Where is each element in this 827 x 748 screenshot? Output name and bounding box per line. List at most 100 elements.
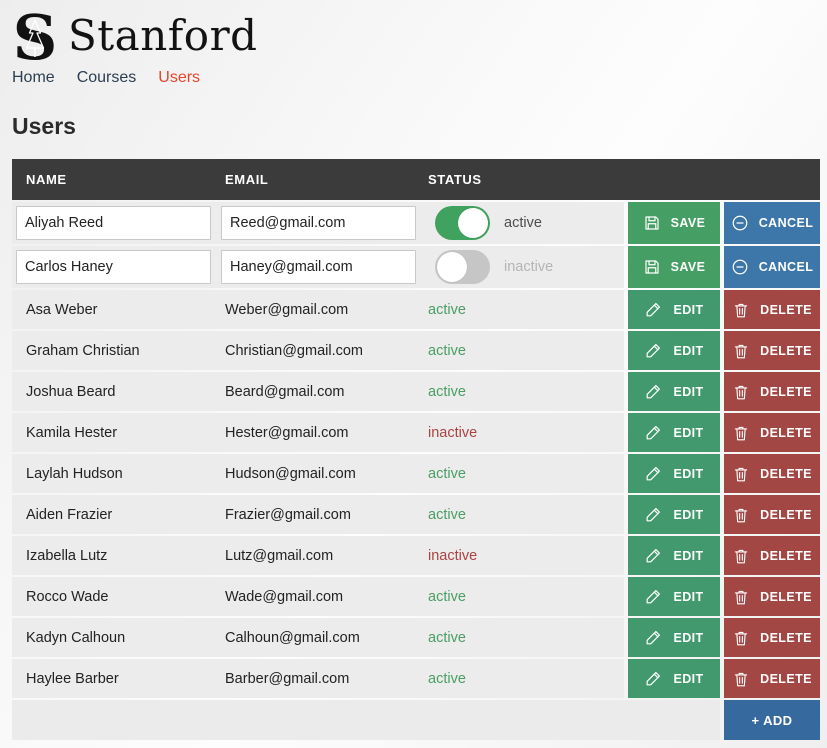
- trash-icon: [734, 508, 748, 522]
- table-row-editing: active SAVE CANCEL: [12, 202, 820, 244]
- table-footer-row: + ADD: [12, 700, 820, 740]
- nav-item-users[interactable]: Users: [158, 69, 201, 86]
- delete-button-label: DELETE: [760, 302, 812, 317]
- trash-icon: [734, 549, 748, 563]
- column-header-status: STATUS: [428, 172, 482, 187]
- edit-button[interactable]: EDIT: [628, 413, 720, 452]
- status-toggle[interactable]: [435, 250, 490, 284]
- table-row: Izabella Lutz Lutz@gmail.com inactive ED…: [12, 536, 820, 575]
- save-button[interactable]: SAVE: [628, 246, 720, 288]
- table-row: Haylee Barber Barber@gmail.com active ED…: [12, 659, 820, 698]
- minus-circle-icon: [732, 259, 748, 275]
- add-button[interactable]: + ADD: [724, 700, 820, 740]
- row-content: Rocco Wade Wade@gmail.com active: [12, 577, 624, 616]
- delete-button[interactable]: DELETE: [724, 618, 820, 657]
- delete-button[interactable]: DELETE: [724, 495, 820, 534]
- user-status: active: [428, 383, 466, 400]
- status-toggle[interactable]: [435, 206, 490, 240]
- edit-button[interactable]: EDIT: [628, 372, 720, 411]
- row-content: Izabella Lutz Lutz@gmail.com inactive: [12, 536, 624, 575]
- edit-button[interactable]: EDIT: [628, 290, 720, 329]
- user-name: Rocco Wade: [26, 588, 109, 605]
- user-status: inactive: [428, 547, 478, 564]
- delete-button-label: DELETE: [760, 507, 812, 522]
- edit-button-label: EDIT: [673, 507, 704, 522]
- row-content: Kamila Hester Hester@gmail.com inactive: [12, 413, 624, 452]
- name-input[interactable]: [16, 250, 211, 284]
- toggle-knob: [437, 252, 467, 282]
- edit-button[interactable]: EDIT: [628, 577, 720, 616]
- email-input[interactable]: [221, 250, 416, 284]
- table-row: Graham Christian Christian@gmail.com act…: [12, 331, 820, 370]
- edit-button-label: EDIT: [673, 343, 704, 358]
- save-button-label: SAVE: [670, 260, 706, 274]
- nav-item-home[interactable]: Home: [12, 69, 55, 86]
- save-button[interactable]: SAVE: [628, 202, 720, 244]
- delete-button[interactable]: DELETE: [724, 536, 820, 575]
- table-row: Kadyn Calhoun Calhoun@gmail.com active E…: [12, 618, 820, 657]
- page-title: Users: [12, 113, 76, 139]
- user-status: active: [428, 588, 466, 605]
- delete-button-label: DELETE: [760, 589, 812, 604]
- edit-button-label: EDIT: [673, 466, 704, 481]
- user-email: Frazier@gmail.com: [225, 506, 351, 523]
- trash-icon: [734, 672, 748, 686]
- edit-button[interactable]: EDIT: [628, 454, 720, 493]
- cancel-button[interactable]: CANCEL: [724, 246, 820, 288]
- row-content: Graham Christian Christian@gmail.com act…: [12, 331, 624, 370]
- table-row: Asa Weber Weber@gmail.com active EDIT DE…: [12, 290, 820, 329]
- table-row: Joshua Beard Beard@gmail.com active EDIT…: [12, 372, 820, 411]
- user-name: Haylee Barber: [26, 670, 119, 687]
- minus-circle-icon: [732, 215, 748, 231]
- cancel-button[interactable]: CANCEL: [724, 202, 820, 244]
- edit-button-label: EDIT: [673, 589, 704, 604]
- table-row: Aiden Frazier Frazier@gmail.com active E…: [12, 495, 820, 534]
- delete-button[interactable]: DELETE: [724, 577, 820, 616]
- edit-button-label: EDIT: [673, 425, 704, 440]
- user-status: active: [428, 342, 466, 359]
- status-toggle-label: inactive: [504, 259, 554, 275]
- user-name: Joshua Beard: [26, 383, 116, 400]
- edit-button[interactable]: EDIT: [628, 536, 720, 575]
- name-input[interactable]: [16, 206, 211, 240]
- table-footer-spacer: [12, 700, 720, 740]
- trash-icon: [734, 385, 748, 399]
- trash-icon: [734, 344, 748, 358]
- user-name: Graham Christian: [26, 342, 140, 359]
- user-status: inactive: [428, 424, 478, 441]
- table-row: Laylah Hudson Hudson@gmail.com active ED…: [12, 454, 820, 493]
- row-content: inactive: [12, 246, 624, 288]
- pencil-icon: [647, 630, 661, 645]
- pencil-icon: [647, 671, 661, 686]
- delete-button[interactable]: DELETE: [724, 454, 820, 493]
- main-nav: Home Courses Users: [12, 69, 820, 87]
- row-content: Asa Weber Weber@gmail.com active: [12, 290, 624, 329]
- edit-button[interactable]: EDIT: [628, 331, 720, 370]
- user-email: Barber@gmail.com: [225, 670, 350, 687]
- delete-button[interactable]: DELETE: [724, 413, 820, 452]
- site-header: S Stanford Home Courses Users: [12, 8, 820, 87]
- user-email: Weber@gmail.com: [225, 301, 349, 318]
- delete-button[interactable]: DELETE: [724, 290, 820, 329]
- nav-item-courses[interactable]: Courses: [76, 69, 137, 86]
- delete-button-label: DELETE: [760, 548, 812, 563]
- edit-button[interactable]: EDIT: [628, 618, 720, 657]
- table-row-editing: inactive SAVE CANCEL: [12, 246, 820, 288]
- delete-button[interactable]: DELETE: [724, 659, 820, 698]
- edit-button-label: EDIT: [673, 384, 704, 399]
- row-content: Aiden Frazier Frazier@gmail.com active: [12, 495, 624, 534]
- user-name: Izabella Lutz: [26, 547, 108, 564]
- toggle-knob: [458, 208, 488, 238]
- edit-button[interactable]: EDIT: [628, 659, 720, 698]
- email-input[interactable]: [221, 206, 416, 240]
- edit-button[interactable]: EDIT: [628, 495, 720, 534]
- row-content: Kadyn Calhoun Calhoun@gmail.com active: [12, 618, 624, 657]
- delete-button-label: DELETE: [760, 630, 812, 645]
- delete-button[interactable]: DELETE: [724, 372, 820, 411]
- user-email: Wade@gmail.com: [225, 588, 344, 605]
- column-header-email: EMAIL: [225, 172, 269, 187]
- user-email: Christian@gmail.com: [225, 342, 364, 359]
- pencil-icon: [647, 343, 661, 358]
- edit-button-label: EDIT: [673, 302, 704, 317]
- delete-button[interactable]: DELETE: [724, 331, 820, 370]
